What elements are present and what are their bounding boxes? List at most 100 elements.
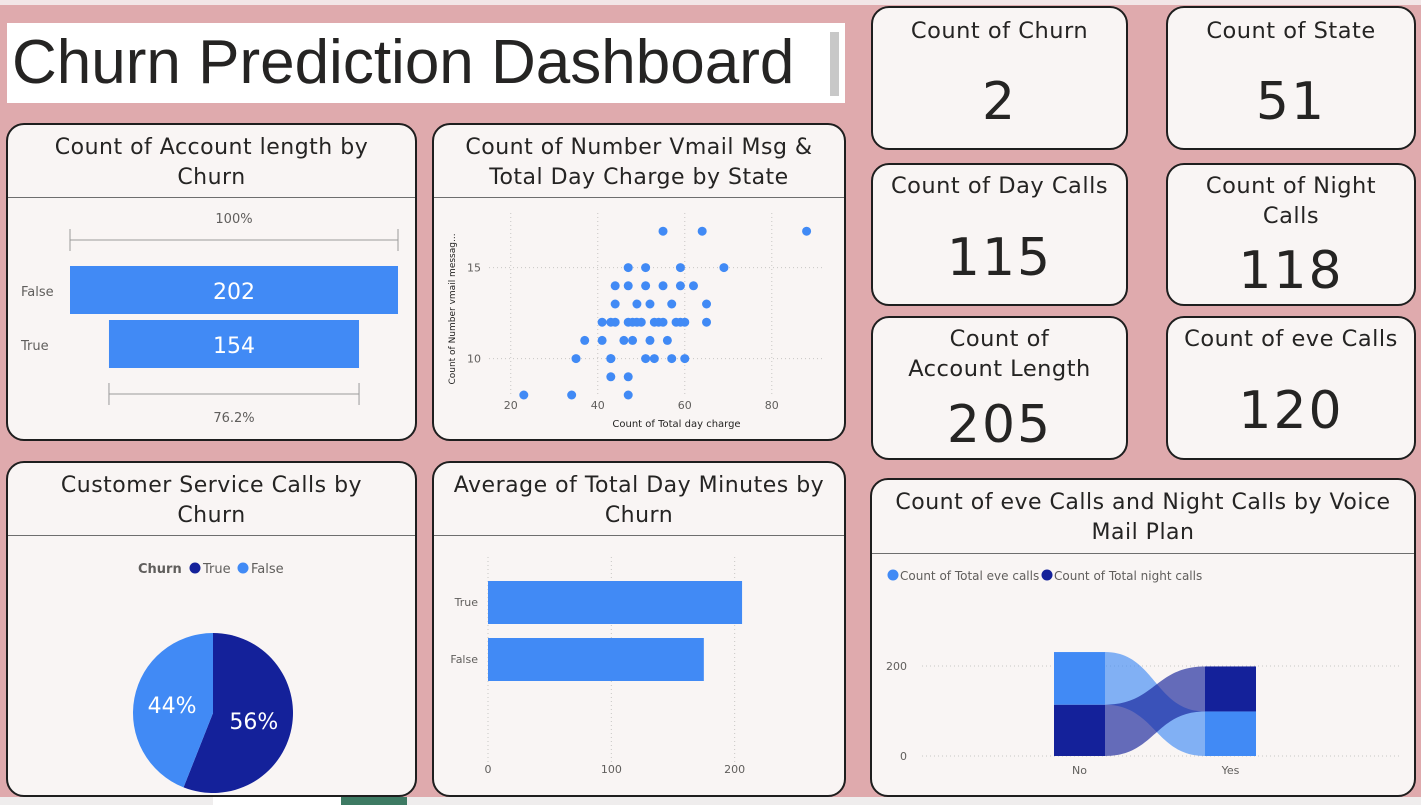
card-label: Count of Account Length xyxy=(908,326,1091,382)
vmail-daycharge-scatter-panel[interactable]: Count of Number Vmail Msg & Total Day Ch… xyxy=(432,123,846,441)
horizontal-bar-chart: 0 100 200 True False xyxy=(450,557,745,776)
funnel-bar xyxy=(70,266,398,314)
ribbon-segment xyxy=(1205,711,1256,756)
title-divider xyxy=(8,197,415,198)
scatter-point xyxy=(702,299,712,309)
scatter-point xyxy=(641,281,651,291)
scatter-point xyxy=(667,354,677,364)
page-title: Churn Prediction Dashboard xyxy=(12,28,795,97)
dashboard-title-box[interactable]: Churn Prediction Dashboard xyxy=(7,23,845,103)
title-divider xyxy=(872,553,1414,554)
scatter-point xyxy=(697,226,707,236)
title-divider xyxy=(434,197,844,198)
scatter-chart: 20 40 60 80 10 15 Count of Total day charge Cou… xyxy=(448,213,824,430)
scatter-point xyxy=(606,354,616,364)
chart-title: Count of eve Calls and Night Calls by Vo… xyxy=(895,490,1391,545)
legend-label: Count of Total eve calls xyxy=(900,569,1039,583)
scatter-point xyxy=(688,281,698,291)
chart-title: Average of Total Day Minutes by Churn xyxy=(453,473,825,528)
legend-marker xyxy=(237,562,249,574)
funnel-chart: 100% 202 False 154 True 76.2% xyxy=(20,212,399,426)
day-minutes-bar-panel[interactable]: Average of Total Day Minutes by Churn 0 1… xyxy=(432,461,846,797)
card-label: Count of Churn xyxy=(910,18,1089,44)
eve-night-ribbon-panel[interactable]: Count of eve Calls and Night Calls by Vo… xyxy=(870,478,1416,797)
card-count-of-churn[interactable]: Count of Churn 2 xyxy=(871,6,1128,150)
card-count-of-state[interactable]: Count of State 51 xyxy=(1166,6,1416,150)
y-category-label: False xyxy=(450,653,478,666)
x-tick-label: 0 xyxy=(485,763,492,776)
y-tick-label: 0 xyxy=(900,750,907,763)
scatter-point xyxy=(623,263,633,273)
scatter-point xyxy=(628,335,638,345)
legend-marker xyxy=(1041,569,1053,581)
legend-label: Count of Total night calls xyxy=(1054,569,1202,583)
pie-slice xyxy=(132,633,213,788)
page-tab-active[interactable] xyxy=(213,797,341,805)
card-value: 118 xyxy=(1238,241,1344,301)
card-count-of-eve-calls[interactable]: Count of eve Calls 120 xyxy=(1166,316,1416,460)
scatter-point xyxy=(597,335,607,345)
account-length-funnel-panel[interactable]: Count of Account length by Churn 100% 202… xyxy=(6,123,417,441)
card-value: 2 xyxy=(981,72,1018,132)
card-count-of-day-calls[interactable]: Count of Day Calls 115 xyxy=(871,163,1128,306)
scatter-point xyxy=(623,372,633,382)
title-divider xyxy=(8,535,415,536)
chart-title: Customer Service Calls by Churn xyxy=(60,473,363,528)
legend-marker xyxy=(189,562,201,574)
scatter-point xyxy=(641,263,651,273)
y-tick-label: 10 xyxy=(467,353,481,366)
scatter-point xyxy=(610,299,620,309)
scatter-point xyxy=(571,354,581,364)
top-strip xyxy=(0,0,1421,5)
card-count-of-night-calls[interactable]: Count of Night Calls 118 xyxy=(1166,163,1416,306)
x-category-label: Yes xyxy=(1221,764,1240,777)
card-value: 115 xyxy=(946,228,1053,288)
card-value: 120 xyxy=(1238,381,1344,441)
x-category-label: No xyxy=(1072,764,1087,777)
card-value: 51 xyxy=(1255,72,1327,132)
bar xyxy=(488,581,743,624)
percent-label-bottom: 76.2% xyxy=(213,411,254,426)
y-axis-title: Count of Number vmail messag... xyxy=(448,233,458,384)
y-tick-label: 15 xyxy=(467,262,481,275)
pie-slice-label: 44% xyxy=(148,694,197,719)
ribbon-connector-night xyxy=(1105,666,1205,756)
scatter-point xyxy=(610,281,620,291)
card-label: Count of Day Calls xyxy=(890,173,1109,199)
pie-slice xyxy=(183,633,293,793)
card-label: Count of eve Calls xyxy=(1184,326,1398,352)
text-cursor xyxy=(830,32,839,96)
scatter-point xyxy=(623,281,633,291)
chart-title: Count of Account length by Churn xyxy=(54,135,369,190)
x-axis-title: Count of Total day charge xyxy=(612,419,740,430)
card-value: 205 xyxy=(946,395,1053,455)
card-count-of-account-length[interactable]: Count of Account Length 205 xyxy=(871,316,1128,460)
scatter-point xyxy=(702,317,712,327)
scatter-point xyxy=(719,263,729,273)
scatter-point xyxy=(623,390,633,400)
card-label: Count of State xyxy=(1206,18,1376,44)
scatter-point xyxy=(675,281,685,291)
y-category-label: True xyxy=(454,596,479,609)
pie-chart: Churn True False 56% 44% xyxy=(132,562,293,793)
scatter-point xyxy=(658,317,668,327)
page-tab-add[interactable] xyxy=(341,797,407,805)
scatter-point xyxy=(580,335,590,345)
scatter-point xyxy=(610,317,620,327)
ribbon-chart: Count of Total eve calls Count of Total n… xyxy=(886,569,1402,777)
card-label: Count of Night Calls xyxy=(1205,173,1377,229)
x-tick-label: 40 xyxy=(591,399,605,412)
pie-slice-label: 56% xyxy=(229,710,278,735)
x-tick-label: 80 xyxy=(765,399,779,412)
scatter-point xyxy=(632,317,642,327)
scatter-point xyxy=(658,226,668,236)
service-calls-pie-panel[interactable]: Customer Service Calls by Churn Churn Tru… xyxy=(6,461,417,797)
chart-title: Count of Number Vmail Msg & Total Day Ch… xyxy=(465,135,813,190)
legend-title: Churn xyxy=(138,562,182,577)
bar xyxy=(488,638,704,681)
legend-label: True xyxy=(202,562,231,577)
x-tick-label: 100 xyxy=(601,763,622,776)
scatter-point xyxy=(645,299,655,309)
scatter-point xyxy=(675,263,685,273)
scatter-point xyxy=(597,317,607,327)
